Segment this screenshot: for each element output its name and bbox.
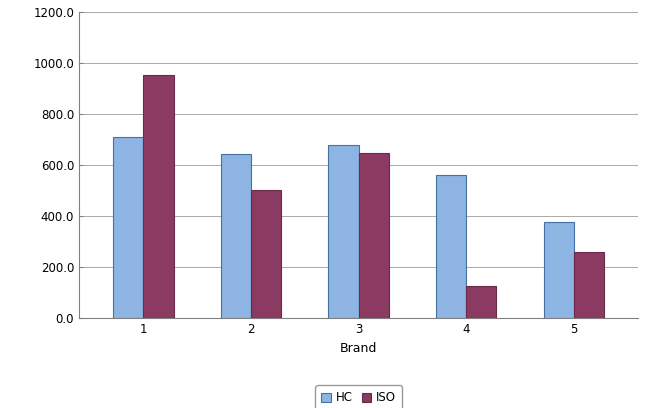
Legend: HC, ISO: HC, ISO — [315, 386, 402, 408]
Bar — [359, 153, 389, 318]
Bar — [251, 190, 281, 318]
X-axis label: Brand: Brand — [340, 341, 377, 355]
Bar — [574, 252, 604, 318]
Bar — [328, 145, 359, 318]
Bar — [143, 75, 174, 318]
Bar — [436, 175, 466, 318]
Bar — [544, 222, 574, 318]
Bar — [221, 154, 251, 318]
Bar — [466, 286, 496, 318]
Bar — [113, 137, 143, 318]
